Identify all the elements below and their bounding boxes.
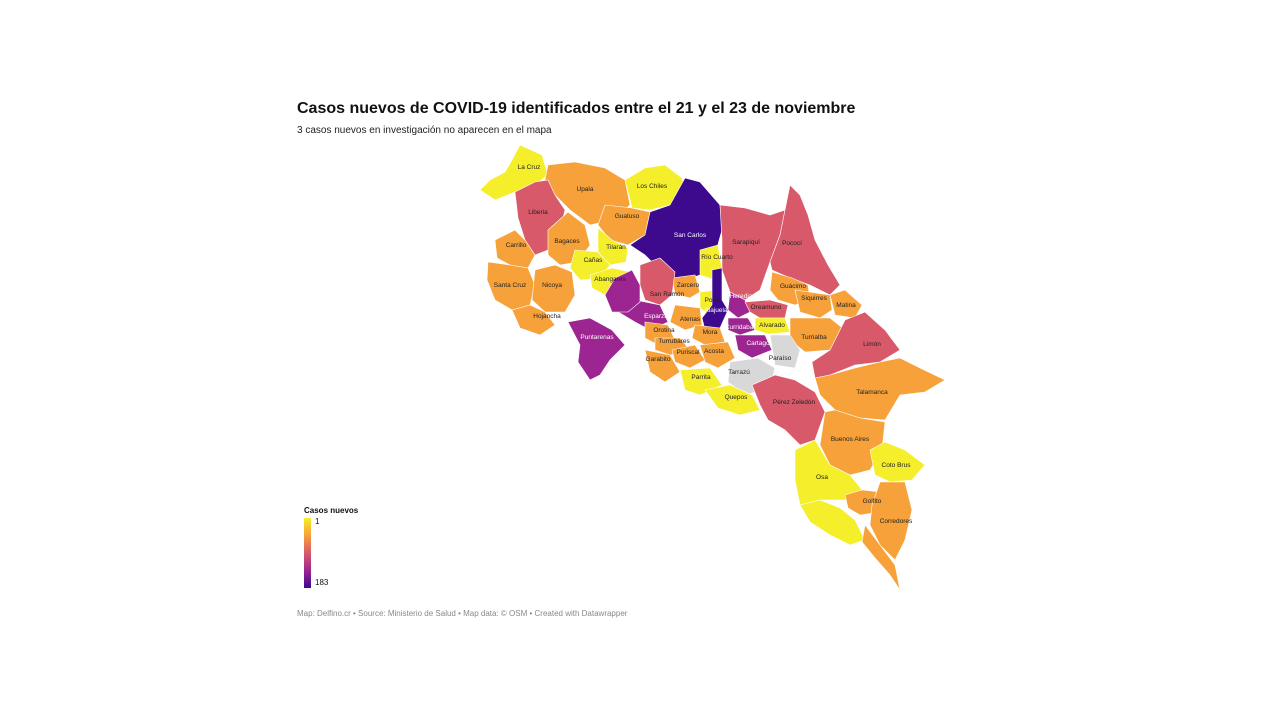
canton-quepos[interactable]	[704, 384, 761, 416]
canton-siquirres[interactable]	[794, 289, 833, 319]
canton-label: Bagaces	[554, 238, 580, 245]
canton-label: Abangares	[594, 276, 626, 283]
canton-label: Hojancha	[533, 313, 561, 320]
canton-pococi[interactable]	[769, 184, 841, 296]
canton-label: Parrita	[691, 374, 711, 381]
canton-label: La Cruz	[518, 164, 541, 171]
canton-acosta[interactable]	[699, 341, 736, 369]
canton-label: Alajuela	[704, 307, 728, 314]
canton-label: Pérez Zeledón	[773, 399, 816, 406]
canton-guatuso[interactable]	[597, 204, 651, 246]
canton-label: Cartago	[746, 340, 770, 347]
legend-title: Casos nuevos	[304, 506, 359, 515]
canton-label: Osa	[816, 474, 828, 481]
canton-label: Cañas	[584, 257, 604, 264]
canton-golfito-south[interactable]	[861, 524, 901, 591]
canton-label: Quepos	[725, 394, 749, 401]
canton-label: Guácimo	[780, 283, 806, 290]
legend-max-label: 183	[315, 578, 329, 587]
canton-coto-brus[interactable]	[869, 441, 926, 483]
canton-label: Poás	[705, 297, 721, 304]
canton-label: Santa Cruz	[494, 282, 527, 289]
canton-label: Los Chiles	[637, 183, 668, 190]
canton-paraiso[interactable]	[769, 334, 801, 369]
canton-label: Turrubares	[658, 338, 690, 345]
canton-label: San Carlos	[674, 232, 707, 239]
canton-label: Matina	[836, 302, 856, 309]
canton-label: Talamanca	[856, 389, 888, 396]
canton-nicoya[interactable]	[531, 264, 576, 313]
legend-min-label: 1	[315, 517, 320, 526]
canton-sarapiqui[interactable]	[719, 204, 786, 301]
canton-label: Orotina	[653, 327, 675, 334]
canton-label: Puriscal	[676, 349, 700, 356]
canton-label: Siquirres	[801, 295, 827, 302]
canton-label: Guatuso	[615, 213, 640, 220]
canton-label: Nicoya	[542, 282, 562, 289]
canton-label: Garabito	[646, 356, 671, 363]
canton-puntarenas-north[interactable]	[604, 269, 641, 313]
canton-cartago[interactable]	[734, 334, 773, 359]
canton-label: Acosta	[704, 348, 724, 355]
canton-atenas[interactable]	[669, 304, 703, 331]
canton-perez-zeledon[interactable]	[751, 374, 826, 446]
canton-label: Corredores	[880, 518, 913, 525]
canton-curridabat[interactable]	[727, 317, 756, 336]
canton-label: Tilarán	[606, 244, 626, 251]
chart-title: Casos nuevos de COVID-19 identificados e…	[297, 100, 856, 117]
color-legend: Casos nuevos 1 183	[304, 506, 384, 596]
canton-zarcero[interactable]	[671, 274, 701, 299]
canton-label: Carrillo	[506, 242, 527, 249]
canton-label: Coto Brus	[882, 462, 912, 469]
canton-label: Limón	[863, 341, 881, 348]
canton-label: Tarrazú	[728, 369, 750, 376]
canton-label: Paraíso	[769, 355, 792, 362]
canton-label: Zarcero	[677, 282, 700, 289]
canton-alvarado[interactable]	[754, 317, 791, 335]
canton-label: Esparza	[644, 313, 668, 320]
canton-puriscal[interactable]	[671, 344, 706, 369]
canton-corredores[interactable]	[869, 481, 913, 561]
canton-label: Curridabat	[725, 324, 756, 331]
canton-label: Sarapiquí	[732, 239, 760, 246]
chart-subtitle: 3 casos nuevos en investigación no apare…	[297, 125, 552, 136]
canton-label: Mora	[703, 329, 718, 336]
costa-rica-canton-map: La Cruz Upala Los Chiles Liberia Guatuso San …	[479, 144, 946, 591]
canton-label: Heredia	[730, 293, 753, 300]
canton-label: Turrialba	[801, 334, 827, 341]
source-footer: Map: Delfino.cr • Source: Ministerio de …	[297, 609, 628, 618]
legend-color-ramp	[304, 518, 311, 588]
canton-hojancha[interactable]	[511, 304, 556, 336]
canton-label: Pococí	[782, 240, 802, 247]
canton-label: Oreamuno	[751, 304, 782, 311]
canton-matina[interactable]	[829, 289, 863, 319]
canton-label: Atenas	[680, 316, 701, 323]
canton-carrillo[interactable]	[494, 229, 536, 269]
canton-label: Upala	[577, 186, 594, 193]
canton-label: Río Cuarto	[701, 254, 733, 261]
canton-label: Golfito	[863, 498, 882, 505]
canton-label: Buenos Aires	[831, 436, 870, 443]
canton-label: Puntarenas	[580, 334, 614, 341]
canton-garabito[interactable]	[644, 349, 681, 383]
canton-label: Liberia	[528, 209, 548, 216]
canton-heredia[interactable]	[727, 291, 751, 319]
canton-puntarenas[interactable]	[567, 317, 626, 381]
canton-label: San Ramón	[650, 291, 685, 298]
canton-limon[interactable]	[811, 311, 901, 379]
canton-san-ramon[interactable]	[639, 257, 676, 306]
canton-label: Alvarado	[759, 322, 785, 329]
